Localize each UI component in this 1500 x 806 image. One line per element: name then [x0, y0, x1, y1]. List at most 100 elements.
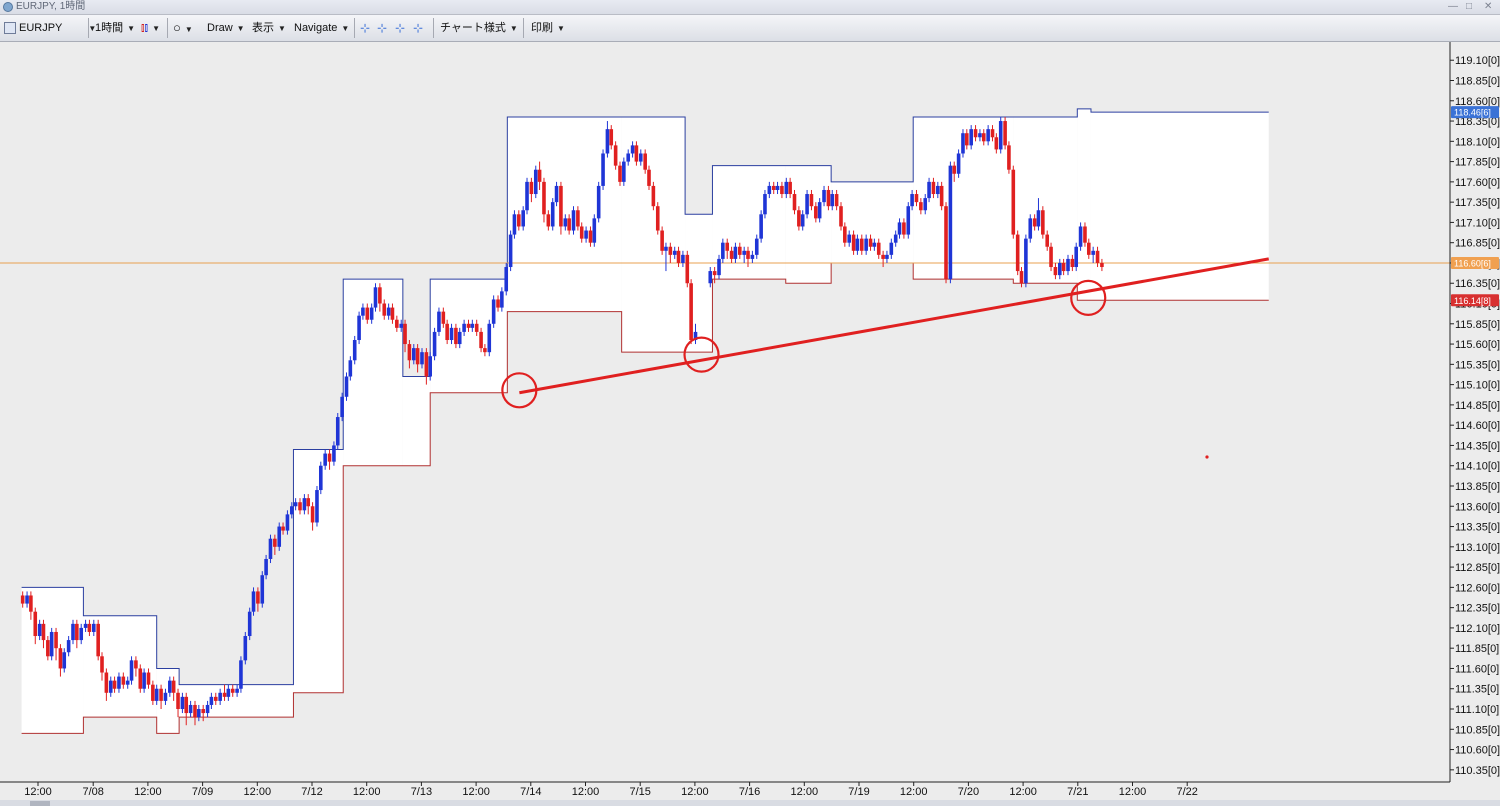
autoscale-button[interactable]: ⊹ — [413, 18, 423, 38]
trendline-layer[interactable] — [501, 257, 1270, 459]
candle-up — [855, 238, 860, 251]
candle-up — [399, 323, 404, 328]
chevron-down-icon: ▼ — [152, 24, 160, 33]
y-tick-label: 118.35[0] — [1455, 116, 1500, 128]
candle-up — [605, 129, 610, 154]
candle-up — [352, 340, 357, 361]
candle-up — [437, 311, 441, 332]
autoscale-icon: ⊹ — [413, 21, 424, 35]
candle-down — [306, 498, 311, 507]
candle-up — [83, 623, 88, 628]
candle-up — [948, 165, 953, 280]
chevron-down-icon: ▼ — [278, 24, 286, 33]
candle-down — [1095, 250, 1100, 263]
candle-down — [395, 319, 399, 328]
candle-down — [100, 656, 104, 673]
candle-down — [327, 453, 332, 462]
candle-up — [369, 307, 374, 320]
candle-down — [483, 348, 487, 353]
candle-up — [197, 709, 201, 718]
navigate-menu[interactable]: Navigate ▼ — [294, 18, 349, 38]
candle-up — [525, 181, 529, 211]
candle-down — [222, 692, 227, 697]
candle-down — [952, 165, 957, 174]
candle-up — [462, 323, 466, 332]
candle-down — [994, 137, 999, 150]
horizontal-scrollbar[interactable] — [0, 800, 1500, 806]
circle-icon: ○ — [173, 20, 181, 35]
minimize-icon[interactable]: — — [1448, 1, 1458, 12]
candle-down — [655, 206, 660, 231]
candle-down — [588, 230, 593, 243]
candle-up — [247, 611, 252, 637]
candle-down — [1019, 271, 1024, 284]
symbol-icon — [4, 22, 16, 35]
candle-down — [944, 206, 948, 280]
candle-style-button[interactable]: ⫾⫾ ▼ — [141, 18, 160, 38]
candle-down — [1011, 169, 1016, 235]
price-chart[interactable]: 110.35[0] 110.60[0] 110.85[0] 111.10[0] 111.… — [0, 42, 1500, 806]
candle-down — [1045, 234, 1050, 247]
y-tick-label: 113.10[0] — [1455, 542, 1500, 554]
shape-tool-button[interactable]: ○ ▼ — [173, 18, 193, 38]
candle-up — [638, 153, 643, 162]
candle-up — [998, 121, 1003, 150]
view-menu[interactable]: 表示 ▼ — [252, 18, 286, 38]
candle-down — [738, 246, 742, 255]
maximize-icon[interactable]: □ — [1466, 1, 1473, 12]
candle-down — [814, 206, 818, 219]
close-icon[interactable]: ✕ — [1484, 1, 1493, 12]
candle-up — [209, 696, 214, 705]
y-tick-label: 113.60[0] — [1455, 501, 1500, 513]
candle-up — [978, 133, 982, 138]
candle-up — [117, 676, 121, 689]
chevron-down-icon: ▼ — [509, 24, 518, 33]
candle-up — [226, 688, 231, 697]
candle-down — [1003, 121, 1007, 146]
candle-up — [180, 696, 185, 710]
candle-up — [733, 246, 738, 259]
candle-up — [37, 623, 42, 637]
candle-down — [201, 709, 205, 714]
y-tick-label: 116.35[0] — [1455, 278, 1500, 290]
candle-down — [868, 238, 873, 247]
candle-down — [454, 327, 458, 345]
timeframe-select[interactable]: 1時間 ▼ — [95, 18, 135, 38]
chart-toolbar: EURJPY ▼ 1時間 ▼ ⫾⫾ ▼ ○ ▼ Draw ▼ 表示 ▼ Navigate ▼ … — [0, 15, 1500, 42]
range-box — [785, 165, 832, 284]
candle-up — [163, 692, 168, 701]
draw-menu[interactable]: Draw ▼ — [207, 18, 245, 38]
candle-up — [672, 250, 677, 255]
candle-up — [754, 238, 759, 255]
candle-up — [897, 222, 902, 235]
zoom-out-button[interactable]: ⊹ — [377, 18, 387, 38]
candle-down — [788, 181, 792, 195]
x-tick-label: 7/08 — [82, 786, 103, 798]
y-tick-label: 117.35[0] — [1455, 197, 1500, 209]
candle-up — [596, 185, 601, 219]
candle-down — [281, 526, 285, 531]
chart-style-menu[interactable]: チャート様式 ▼ — [440, 18, 518, 38]
candle-down — [378, 287, 382, 304]
candle-up — [79, 627, 84, 641]
zoom-in-button[interactable]: ⊹ — [360, 18, 370, 38]
candle-down — [529, 181, 534, 195]
candle-down — [415, 348, 420, 365]
candle-up — [872, 242, 877, 247]
symbol-select[interactable]: EURJPY ▼ — [4, 18, 96, 38]
candle-up — [260, 575, 265, 604]
print-menu[interactable]: 印刷 ▼ — [531, 18, 565, 38]
candle-up — [290, 506, 294, 515]
candle-up — [805, 194, 809, 215]
candle-up — [302, 498, 307, 511]
trendline — [519, 257, 1270, 395]
candle-up — [411, 348, 416, 361]
range-box — [430, 279, 508, 393]
candle-down — [176, 692, 180, 710]
candle-up — [62, 652, 67, 669]
candle-up — [986, 129, 990, 142]
candle-up — [750, 254, 755, 259]
y-tick-label: 112.60[0] — [1455, 582, 1500, 594]
scroll-button[interactable]: ⊹ — [395, 18, 405, 38]
candle-up — [864, 238, 868, 251]
